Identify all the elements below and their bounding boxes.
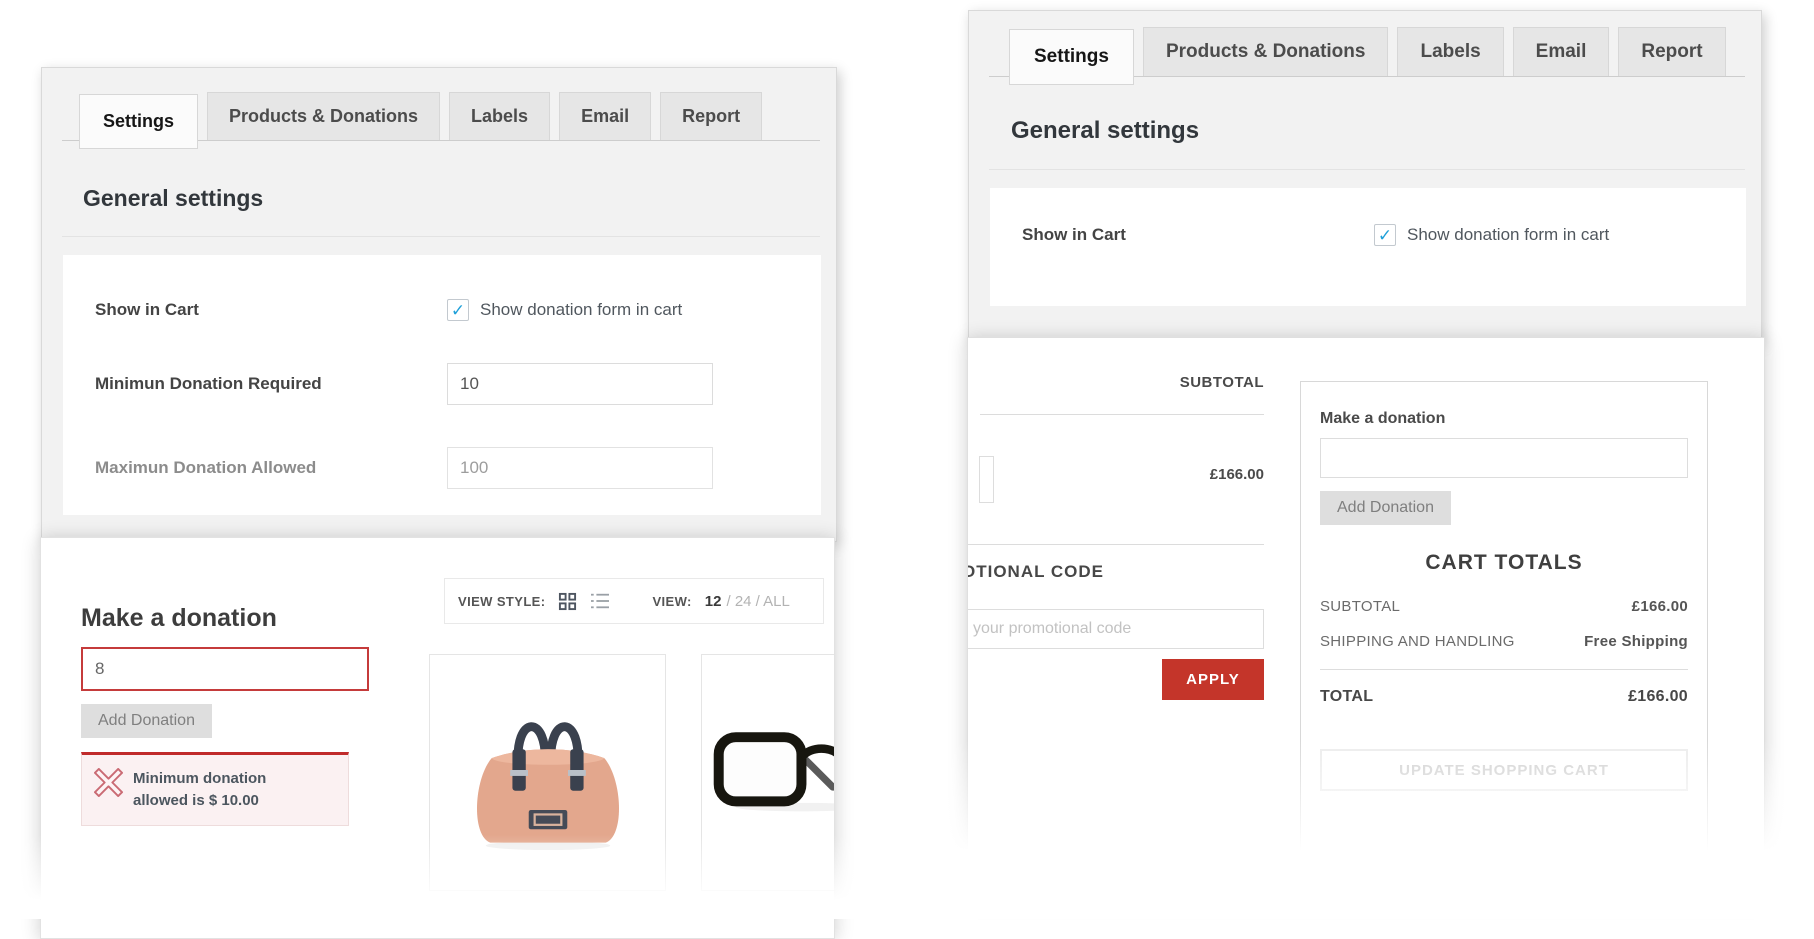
shipping-label: SHIPPING AND HANDLING <box>1320 633 1515 650</box>
settings-form: Show in Cart ✓ Show donation form in car… <box>63 255 821 515</box>
error-message-text: Minimum donation allowed is $ 10.00 <box>133 770 267 809</box>
view-style-label: VIEW STYLE: <box>458 593 546 609</box>
view-count-options[interactable]: / 24 / ALL <box>726 592 790 610</box>
show-donation-checkbox-label: Show donation form in cart <box>480 300 683 319</box>
divider <box>1320 669 1688 670</box>
settings-panel-left: Settings Products & Donations Labels Ema… <box>41 67 837 542</box>
cart-totals-heading: CART TOTALS <box>1425 551 1583 574</box>
list-view-icon[interactable] <box>590 592 610 610</box>
product-card-glasses[interactable] <box>701 654 834 891</box>
settings-panel-right: Settings Products & Donations Labels Ema… <box>968 10 1762 342</box>
divider <box>980 414 1264 415</box>
glasses-image <box>713 724 834 821</box>
promo-code-input[interactable] <box>968 609 1264 649</box>
show-in-cart-label: Show in Cart <box>95 300 199 319</box>
show-in-cart-label: Show in Cart <box>1022 225 1126 244</box>
min-donation-row: Minimun Donation Required <box>75 321 801 405</box>
min-donation-input[interactable] <box>447 363 713 405</box>
tab-report[interactable]: Report <box>660 92 763 141</box>
cart-donation-input[interactable] <box>1320 438 1688 478</box>
cart-demo-panel: SUBTOTAL £166.00 OTIONAL CODE APPLY Make… <box>967 337 1765 899</box>
tab-bar: Settings Products & Donations Labels Ema… <box>969 27 1761 85</box>
min-donation-label: Minimun Donation Required <box>95 374 322 393</box>
item-subtotal-value: £166.00 <box>1209 466 1264 483</box>
show-in-cart-row: Show in Cart ✓ Show donation form in car… <box>75 257 801 321</box>
product-card-handbag[interactable] <box>429 654 666 891</box>
tab-report[interactable]: Report <box>1618 27 1726 77</box>
check-icon: ✓ <box>1377 225 1393 245</box>
quantity-input-fragment[interactable] <box>979 456 994 503</box>
check-icon: ✓ <box>450 300 466 320</box>
promotional-code-label: OTIONAL CODE <box>967 562 1105 581</box>
tab-email[interactable]: Email <box>1512 27 1610 77</box>
tab-settings[interactable]: Settings <box>79 94 199 149</box>
view-count-current[interactable]: 12 <box>704 592 722 610</box>
max-donation-row: Maximun Donation Allowed <box>75 405 801 489</box>
error-message-box: Minimum donation allowed is $ 10.00 <box>81 752 349 826</box>
divider <box>968 544 1264 545</box>
cart-add-donation-button[interactable]: Add Donation <box>1320 491 1451 525</box>
subtotal-column-header: SUBTOTAL <box>1179 374 1264 391</box>
show-donation-checkbox[interactable]: ✓ <box>447 299 469 321</box>
show-in-cart-row: Show in Cart ✓ Show donation form in car… <box>1002 190 1726 280</box>
divider <box>62 236 820 237</box>
tab-products-donations[interactable]: Products & Donations <box>1142 27 1389 77</box>
show-donation-checkbox[interactable]: ✓ <box>1374 224 1396 246</box>
show-donation-checkbox-label: Show donation form in cart <box>1407 225 1610 244</box>
handbag-image <box>459 687 637 858</box>
view-label: VIEW: <box>652 593 692 609</box>
divider <box>989 169 1745 170</box>
tab-labels[interactable]: Labels <box>449 92 551 141</box>
donation-amount-input[interactable] <box>81 647 369 691</box>
max-donation-input[interactable] <box>447 447 713 489</box>
tab-settings[interactable]: Settings <box>1009 29 1134 85</box>
screenshot-stage: Settings Products & Donations Labels Ema… <box>0 10 1814 939</box>
make-donation-heading: Make a donation <box>81 604 277 632</box>
update-cart-button[interactable]: UPDATE SHOPPING CART <box>1320 749 1688 791</box>
cart-totals-box: Make a donation Add Donation CART TOTALS… <box>1300 381 1708 861</box>
tab-bar: Settings Products & Donations Labels Ema… <box>42 92 836 149</box>
tab-bar-divider <box>989 76 1745 77</box>
subtotal-value: £166.00 <box>1631 598 1688 615</box>
tab-labels[interactable]: Labels <box>1397 27 1504 77</box>
donation-widget: Make a donation Add Donation Minimum don… <box>81 604 373 826</box>
shop-view-toolbar: VIEW STYLE: VIEW: 12 / 24 / ALL <box>444 578 824 624</box>
shipping-row: SHIPPING AND HANDLING Free Shipping <box>1320 624 1688 659</box>
total-row: TOTAL £166.00 <box>1320 672 1688 715</box>
general-settings-heading: General settings <box>83 185 264 211</box>
general-settings-heading: General settings <box>1011 117 1200 144</box>
grid-view-icon[interactable] <box>558 592 577 611</box>
subtotal-label: SUBTOTAL <box>1320 598 1401 615</box>
tab-email[interactable]: Email <box>559 92 652 141</box>
tab-products-donations[interactable]: Products & Donations <box>207 92 441 141</box>
total-label: TOTAL <box>1320 688 1374 705</box>
error-x-icon <box>94 768 123 802</box>
make-donation-label: Make a donation <box>1320 410 1446 427</box>
settings-form: Show in Cart ✓ Show donation form in car… <box>990 188 1746 306</box>
shipping-value: Free Shipping <box>1584 633 1688 650</box>
apply-button[interactable]: APPLY <box>1162 659 1264 700</box>
tab-bar-divider <box>62 140 820 141</box>
total-value: £166.00 <box>1628 688 1688 705</box>
shop-demo-panel: Make a donation Add Donation Minimum don… <box>40 537 835 939</box>
add-donation-button[interactable]: Add Donation <box>81 704 212 738</box>
max-donation-label: Maximun Donation Allowed <box>95 458 317 477</box>
subtotal-row: SUBTOTAL £166.00 <box>1320 589 1688 624</box>
